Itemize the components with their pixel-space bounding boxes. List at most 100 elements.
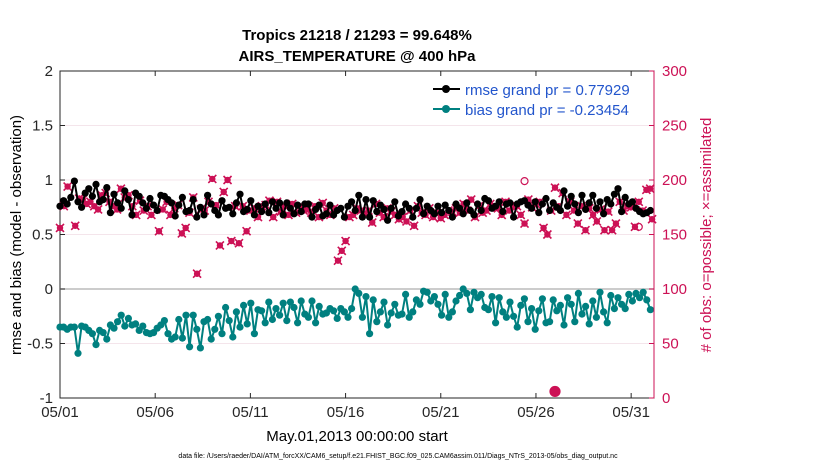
- bias-marker: [578, 310, 586, 318]
- bias-marker: [430, 293, 438, 301]
- obs-assimilated-marker: [154, 226, 164, 236]
- obs-assimilated-cross: [542, 229, 552, 240]
- rmse-marker: [268, 198, 276, 206]
- obs-assimilated-cross: [234, 238, 244, 248]
- bias-marker: [117, 311, 125, 319]
- y-tick-label: 2: [45, 63, 53, 80]
- rmse-marker: [236, 190, 244, 198]
- bias-marker: [294, 319, 302, 327]
- bias-marker: [218, 330, 226, 338]
- rmse-marker: [70, 177, 78, 185]
- bias-marker: [139, 322, 147, 330]
- rmse-marker: [272, 204, 280, 212]
- rmse-marker: [463, 199, 471, 207]
- rmse-marker: [459, 210, 467, 218]
- rmse-marker: [146, 194, 154, 203]
- obs-assimilated-marker: [645, 184, 655, 194]
- bias-marker: [121, 322, 129, 330]
- rmse-marker: [618, 208, 626, 216]
- legend-rmse-marker: [442, 85, 450, 93]
- bias-marker: [639, 288, 647, 296]
- bias-marker: [178, 334, 186, 342]
- rmse-marker: [315, 201, 323, 209]
- y-tick-label: 1: [45, 172, 53, 189]
- bias-marker: [509, 312, 518, 320]
- rmse-marker: [434, 202, 442, 210]
- bias-marker: [171, 333, 179, 341]
- bias-marker: [247, 299, 255, 307]
- legend: rmse grand pr = 0.77929 bias grand pr = …: [431, 77, 646, 121]
- obs-assimilated-marker: [283, 210, 294, 220]
- bias-marker: [438, 311, 446, 319]
- rmse-marker: [247, 197, 255, 205]
- bias-marker: [333, 314, 341, 322]
- rmse-marker: [340, 213, 348, 221]
- obs-assimilated-marker: [219, 187, 229, 197]
- bias-marker: [373, 318, 381, 326]
- bias-marker: [484, 306, 492, 314]
- bias-marker: [452, 297, 460, 305]
- y-tick-label: 0.5: [32, 227, 53, 244]
- rmse-marker: [265, 209, 273, 217]
- bias-marker: [564, 294, 572, 302]
- obs-assimilated-cross: [242, 226, 252, 236]
- x-tick-label: 05/11: [232, 404, 268, 421]
- rmse-marker: [99, 196, 107, 204]
- bias-marker: [528, 305, 536, 313]
- bias-marker: [182, 311, 190, 319]
- rmse-marker: [85, 185, 93, 193]
- rmse-marker: [196, 203, 204, 211]
- rmse-marker: [546, 206, 554, 215]
- bias-marker: [186, 343, 194, 351]
- rmse-marker: [337, 204, 345, 212]
- bias-marker: [409, 308, 417, 316]
- rmse-marker: [106, 209, 114, 217]
- obs-assimilated-marker: [333, 256, 343, 266]
- obs-assimilated-marker: [63, 181, 73, 192]
- bias-marker: [502, 313, 510, 321]
- bias-marker: [574, 289, 583, 297]
- rmse-marker: [250, 211, 258, 219]
- obs-assimilated-cross: [409, 221, 419, 231]
- bias-marker: [470, 288, 478, 296]
- rmse-marker: [362, 196, 370, 204]
- bias-marker: [600, 308, 608, 316]
- rmse-marker: [499, 208, 507, 216]
- bias-marker: [92, 341, 100, 349]
- bias-marker: [304, 313, 312, 321]
- bias-marker: [560, 321, 568, 329]
- rmse-marker: [556, 206, 565, 215]
- x-tick-label: 05/16: [327, 404, 365, 421]
- rmse-marker: [646, 206, 655, 215]
- bias-marker: [74, 349, 82, 357]
- bias-marker: [114, 318, 122, 326]
- y2-tick-label: 50: [662, 336, 679, 353]
- rmse-marker: [564, 202, 572, 210]
- bias-marker: [175, 315, 183, 324]
- rmse-marker: [596, 198, 604, 206]
- bias-marker: [607, 291, 615, 300]
- rmse-marker: [366, 213, 374, 221]
- bias-marker: [610, 305, 619, 313]
- obs-assimilated-cross: [561, 210, 571, 220]
- rmse-series-layer: [56, 177, 655, 224]
- obs-assimilated-marker: [519, 219, 530, 229]
- bias-marker: [643, 296, 651, 304]
- rmse-marker: [391, 198, 399, 206]
- obs-assimilated-cross: [215, 240, 225, 250]
- rmse-marker: [621, 193, 629, 201]
- bias-marker: [88, 330, 96, 338]
- bias-marker: [538, 295, 547, 303]
- rmse-marker: [369, 197, 377, 205]
- rmse-marker: [67, 193, 75, 201]
- obs-assimilated-cross: [519, 219, 530, 229]
- rmse-marker: [304, 200, 312, 208]
- bias-marker: [456, 291, 464, 300]
- bias-marker: [549, 296, 557, 304]
- rmse-marker: [279, 211, 287, 219]
- rmse-marker: [243, 205, 251, 213]
- obs-assimilated-cross: [181, 223, 191, 233]
- rmse-marker: [178, 193, 186, 201]
